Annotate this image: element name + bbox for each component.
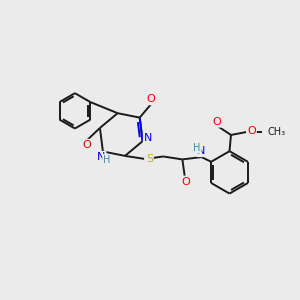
Text: N: N	[97, 152, 106, 162]
Text: O: O	[247, 126, 256, 136]
Text: N: N	[144, 133, 152, 143]
Text: N: N	[197, 146, 206, 156]
Text: S: S	[146, 154, 153, 164]
Text: O: O	[181, 176, 190, 187]
Text: CH₃: CH₃	[268, 127, 286, 137]
Text: H: H	[103, 155, 110, 165]
Text: O: O	[146, 94, 155, 104]
Text: H: H	[194, 142, 201, 153]
Text: O: O	[213, 117, 221, 127]
Text: O: O	[82, 140, 91, 150]
